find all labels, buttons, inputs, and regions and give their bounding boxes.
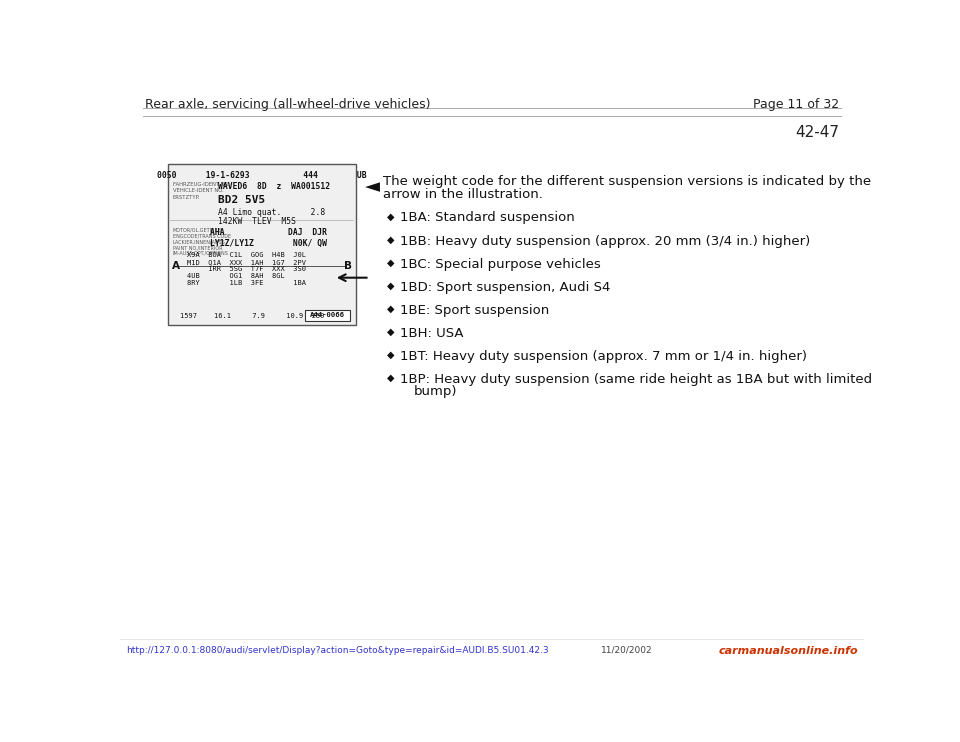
Text: 1BD: Sport suspension, Audi S4: 1BD: Sport suspension, Audi S4 xyxy=(399,280,611,294)
Text: 142KW  TLEV  M5S: 142KW TLEV M5S xyxy=(218,217,296,226)
Text: B: B xyxy=(344,261,351,271)
Text: A4 Limo quat.      2.8: A4 Limo quat. 2.8 xyxy=(218,208,324,217)
Text: 11/20/2002: 11/20/2002 xyxy=(601,646,652,654)
Text: 42-47: 42-47 xyxy=(795,125,839,140)
Text: ◆: ◆ xyxy=(387,280,395,291)
Text: http://127.0.0.1:8080/audi/servlet/Display?action=Goto&type=repair&id=AUDI.B5.SU: http://127.0.0.1:8080/audi/servlet/Displ… xyxy=(126,646,549,654)
Text: IM-AUSS.OPT./OPTIONS: IM-AUSS.OPT./OPTIONS xyxy=(173,251,228,256)
Text: ◆: ◆ xyxy=(387,373,395,383)
Text: A44-0066: A44-0066 xyxy=(310,312,346,318)
Bar xyxy=(168,164,355,326)
Text: 0050      19-1-6293           444        UB: 0050 19-1-6293 444 UB xyxy=(157,171,367,180)
Text: LACKIER.INNEN/AUSS
PAINT NO./INTERIOR: LACKIER.INNEN/AUSS PAINT NO./INTERIOR xyxy=(173,239,226,250)
Text: ◆: ◆ xyxy=(387,257,395,268)
Text: ◆: ◆ xyxy=(387,327,395,337)
Text: Page 11 of 32: Page 11 of 32 xyxy=(753,98,839,111)
Text: carmanualsonline.info: carmanualsonline.info xyxy=(718,646,858,656)
Text: ◄: ◄ xyxy=(365,177,380,197)
Text: X9A  BOA  C1L  GOG  H4B  J0L: X9A BOA C1L GOG H4B J0L xyxy=(186,252,305,258)
Text: LY1Z/LY1Z        N0K/ QW: LY1Z/LY1Z N0K/ QW xyxy=(210,239,327,248)
Text: MOTOR/OL.GETRIEB
ENGCODE/TRANS CODE: MOTOR/OL.GETRIEB ENGCODE/TRANS CODE xyxy=(173,228,230,239)
Text: BD2 5V5: BD2 5V5 xyxy=(218,195,265,206)
Text: 1BC: Special purpose vehicles: 1BC: Special purpose vehicles xyxy=(399,257,601,271)
Text: FAHRZEUG-IDENT NR.
VEHICLE-IDENT NO.: FAHRZEUG-IDENT NR. VEHICLE-IDENT NO. xyxy=(173,183,229,194)
Text: ◆: ◆ xyxy=(387,234,395,245)
Text: arrow in the illustration.: arrow in the illustration. xyxy=(383,188,542,200)
Text: ◆: ◆ xyxy=(387,304,395,314)
Text: AHA             DAJ  DJR: AHA DAJ DJR xyxy=(210,228,327,237)
Text: A: A xyxy=(172,261,180,271)
Text: Rear axle, servicing (all-wheel-drive vehicles): Rear axle, servicing (all-wheel-drive ve… xyxy=(145,98,430,111)
Text: 1597    16.1     7.9     10.9  259: 1597 16.1 7.9 10.9 259 xyxy=(180,313,324,319)
Text: ◆: ◆ xyxy=(387,211,395,221)
Text: 8RY       1LB  3FE       1BA: 8RY 1LB 3FE 1BA xyxy=(186,280,305,286)
Text: bump): bump) xyxy=(414,384,457,398)
Text: WAVED6  8D  z  WA001512: WAVED6 8D z WA001512 xyxy=(218,183,330,191)
Text: 1BH: USA: 1BH: USA xyxy=(399,327,464,340)
Text: ERSTZTYP.: ERSTZTYP. xyxy=(173,195,201,200)
Text: 1BP: Heavy duty suspension (same ride height as 1BA but with limited: 1BP: Heavy duty suspension (same ride he… xyxy=(399,373,872,386)
Text: 1BA: Standard suspension: 1BA: Standard suspension xyxy=(399,211,574,225)
Text: 1BT: Heavy duty suspension (approx. 7 mm or 1/4 in. higher): 1BT: Heavy duty suspension (approx. 7 mm… xyxy=(399,350,806,363)
Text: 1RR  5SG  T7F  XXX  3S0: 1RR 5SG T7F XXX 3S0 xyxy=(186,266,305,272)
Text: ◆: ◆ xyxy=(387,350,395,360)
Text: 1BB: Heavy duty suspension (approx. 20 mm (3/4 in.) higher): 1BB: Heavy duty suspension (approx. 20 m… xyxy=(399,234,810,248)
Text: The weight code for the different suspension versions is indicated by the: The weight code for the different suspen… xyxy=(383,174,871,188)
Text: 1BE: Sport suspension: 1BE: Sport suspension xyxy=(399,304,549,317)
Text: M1D  Q1A  XXX  1AH  1G7  2PV: M1D Q1A XXX 1AH 1G7 2PV xyxy=(186,259,305,265)
Text: 4UB       OG1  8AH  8GL: 4UB OG1 8AH 8GL xyxy=(186,273,284,279)
Bar xyxy=(305,310,350,321)
